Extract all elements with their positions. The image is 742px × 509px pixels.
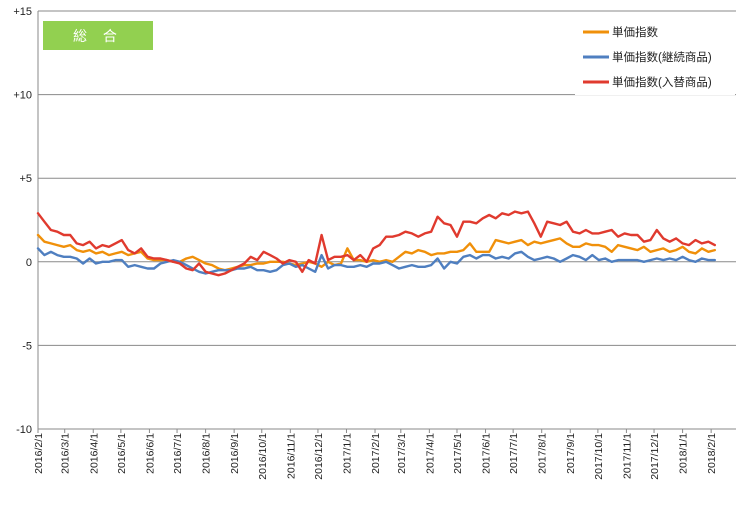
badge: 総 合	[43, 21, 153, 50]
x-tick-label: 2016/6/1	[144, 433, 156, 474]
x-tick-label: 2017/12/1	[649, 433, 661, 480]
x-tick-label: 2017/4/1	[424, 433, 436, 474]
x-tick-label: 2018/2/1	[706, 433, 718, 474]
series-line-2	[36, 210, 716, 277]
x-tick-label: 2016/2/1	[33, 433, 45, 474]
y-tick-label: -10	[16, 424, 32, 436]
x-tick-label: 2016/5/1	[116, 433, 128, 474]
legend-label-continuing-products: 単価指数(継続商品)	[612, 50, 712, 64]
legend-item-continuing-products: 単価指数(継続商品)	[583, 50, 712, 64]
x-tick-label: 2017/11/1	[621, 433, 633, 479]
x-tick-label: 2018/1/1	[678, 433, 690, 474]
x-tick-label: 2017/9/1	[565, 433, 577, 474]
badge-background	[43, 21, 153, 50]
series-lines	[36, 210, 716, 277]
x-tick-label: 2016/10/1	[257, 433, 269, 480]
x-tick-label: 2017/2/1	[370, 433, 382, 474]
y-tick-label: +15	[13, 6, 32, 18]
y-tick-label: +10	[13, 90, 32, 102]
x-tick-label: 2016/11/1	[285, 433, 297, 479]
x-tick-label: 2017/3/1	[396, 433, 408, 474]
x-tick-labels: 2016/2/1 2016/3/1 2016/4/1 2016/5/1 2016/6/1…	[33, 433, 718, 480]
x-tick-label: 2016/3/1	[60, 433, 72, 474]
legend-item-price-index: 単価指数	[583, 25, 658, 39]
legend-label-price-index: 単価指数	[612, 25, 658, 39]
y-tick-label: +5	[19, 173, 32, 185]
badge-label: 総 合	[73, 28, 123, 44]
x-tick-label: 2017/8/1	[537, 433, 549, 474]
legend: 単価指数 単価指数(継続商品) 単価指数(入替商品)	[575, 15, 735, 95]
y-tick-label: 0	[26, 257, 32, 269]
x-tick-label: 2017/1/1	[341, 433, 353, 474]
legend-label-replaced-products: 単価指数(入替商品)	[612, 75, 712, 89]
x-tick-label: 2016/7/1	[172, 433, 184, 474]
series-line-0	[36, 233, 716, 272]
x-tick-label: 2016/12/1	[313, 433, 325, 480]
series-line-1	[36, 247, 716, 275]
legend-item-replaced-products: 単価指数(入替商品)	[583, 75, 712, 89]
x-tick-label: 2017/10/1	[593, 433, 605, 480]
x-tick-label: 2017/7/1	[508, 433, 520, 474]
x-tick-label: 2017/6/1	[481, 433, 493, 474]
x-tick-label: 2016/8/1	[201, 433, 213, 474]
y-tick-label: -5	[22, 340, 32, 352]
x-tick-label: 2016/9/1	[229, 433, 241, 474]
x-tick-label: 2016/4/1	[88, 433, 100, 474]
x-tick-label: 2017/5/1	[452, 433, 464, 474]
y-tick-labels: +15 +10 +5 0 -5 -10	[13, 6, 32, 436]
